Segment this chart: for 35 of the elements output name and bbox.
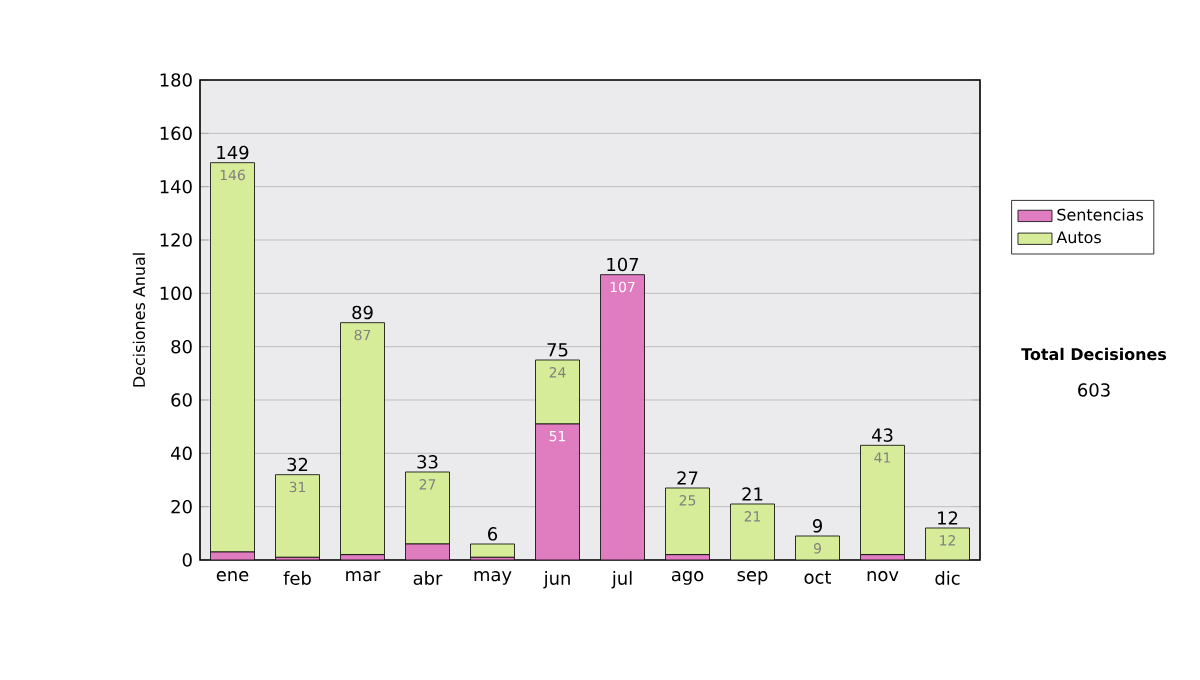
y-tick-label: 140 [160, 179, 192, 194]
x-tick-label: sep [737, 571, 768, 585]
x-tick-label: jun [543, 571, 570, 589]
total-label: 9 [812, 519, 822, 533]
x-tick-label: nov [867, 571, 899, 582]
total-label: 89 [352, 305, 373, 320]
y-tick-label: 180 [160, 73, 192, 87]
total-label: 75 [547, 343, 568, 357]
x-tick-label: may [474, 571, 512, 585]
total-label: 33 [417, 455, 438, 469]
total-label: 32 [287, 457, 308, 472]
total-label: 12 [938, 511, 958, 525]
total-label: 43 [871, 428, 893, 442]
total-label: 6 [488, 527, 498, 541]
y-tick-label: 100 [160, 286, 192, 301]
total-label: 107 [607, 257, 639, 272]
x-tick-label: feb [283, 571, 311, 585]
x-tick-label: ene [216, 571, 249, 582]
total-label: 21 [742, 487, 763, 501]
x-tick-label: dic [935, 571, 960, 585]
y-tick-label: 0 [182, 553, 192, 567]
total-label: 27 [677, 471, 698, 485]
x-tick-label: oct [804, 571, 832, 584]
y-tick-label: 20 [171, 499, 192, 514]
x-tick-label: jul [611, 571, 632, 589]
x-tick-label: ago [671, 571, 704, 585]
y-tick-label: 40 [171, 446, 192, 461]
y-tick-label: 120 [160, 233, 192, 247]
total-label: 149 [217, 145, 249, 160]
y-tick-label: 60 [171, 393, 192, 407]
text: 603 [1078, 383, 1110, 397]
x-tick-label: abr [413, 571, 443, 585]
x-tick-label: mar [346, 571, 381, 582]
y-tick-label: 80 [171, 339, 192, 354]
y-tick-label: 160 [160, 126, 192, 141]
